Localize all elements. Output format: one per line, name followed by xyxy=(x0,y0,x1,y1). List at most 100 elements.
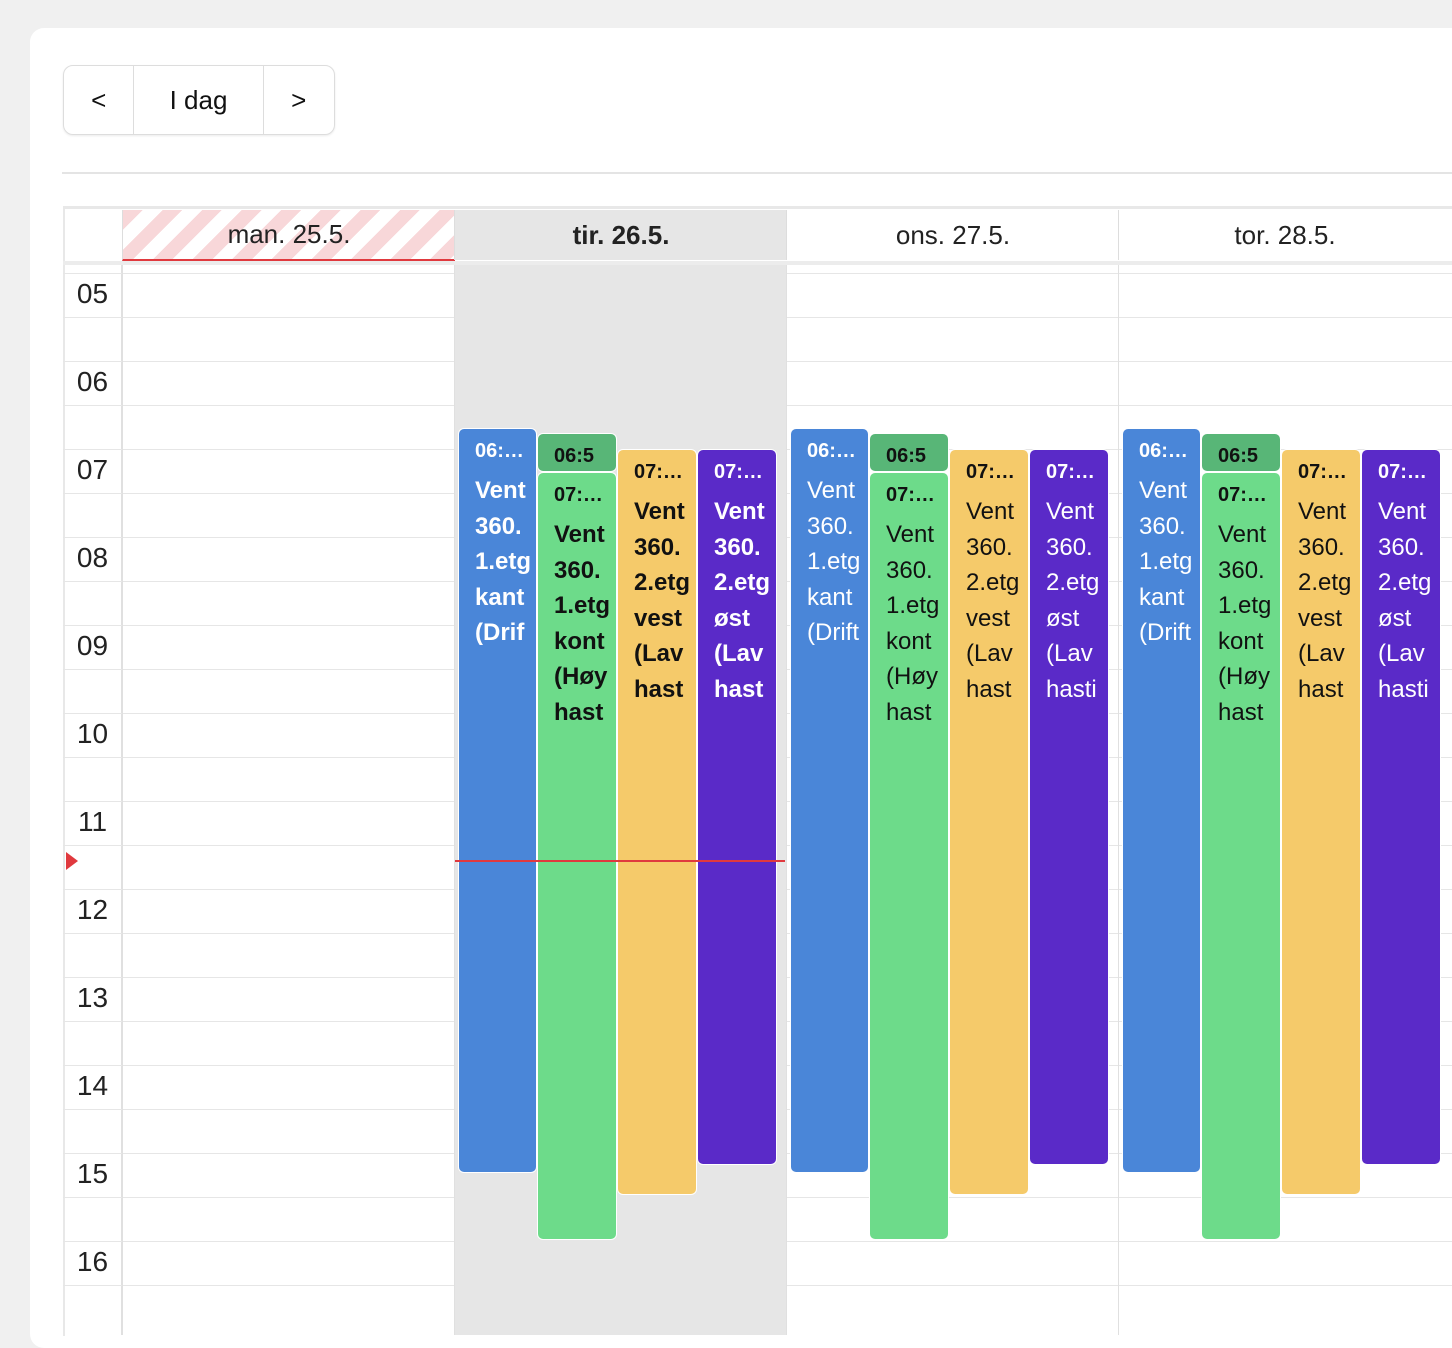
event-text: 2.etg xyxy=(714,569,771,597)
grid-top xyxy=(63,206,1452,209)
event-text: Vent xyxy=(1378,498,1427,525)
event[interactable]: 07:… Vent 360. 2.etg vest (Lav hast xyxy=(949,449,1029,1195)
hour-label: 15 xyxy=(76,1158,109,1189)
event-text: kont xyxy=(1218,627,1264,655)
event[interactable]: 07:… Vent 360. 1.etg kont (Høy hast xyxy=(537,472,617,1240)
event-text: kant xyxy=(1139,583,1185,611)
event-text: (Drift xyxy=(1139,619,1191,647)
event-text: 1.etg xyxy=(1218,592,1272,620)
grid-line xyxy=(63,1197,1452,1198)
event[interactable]: 06:… Vent 360. 1.etg kant (Drif xyxy=(458,428,537,1173)
event-text: hast xyxy=(966,675,1012,703)
event-text: kont xyxy=(554,627,605,655)
event[interactable]: 07:… Vent 360. 2.etg øst (Lav hast xyxy=(697,449,777,1165)
event[interactable]: 06:… Vent 360. 1.etg kant (Drift xyxy=(1122,428,1201,1173)
column-line xyxy=(786,265,787,1335)
event[interactable]: 07:… Vent 360. 1.etg kont (Høy hast xyxy=(869,472,949,1240)
day-header: man. 25.5. xyxy=(122,210,455,261)
event-text: Vent xyxy=(554,521,605,548)
hour-label: 05 xyxy=(76,278,109,309)
event-text: (Lav xyxy=(966,640,1013,668)
column-line xyxy=(122,265,123,1335)
event[interactable]: 07:… Vent 360. 1.etg kont (Høy hast xyxy=(1201,472,1281,1240)
event-text: hast xyxy=(1218,698,1264,726)
event-text: Vent xyxy=(1046,498,1095,525)
grid-left xyxy=(63,206,65,1336)
event-text: kont xyxy=(886,627,932,655)
event-text: (Høy xyxy=(554,663,608,691)
event-text: (Høy xyxy=(1218,663,1270,691)
event-text: 360. xyxy=(807,512,854,540)
grid-line xyxy=(63,1285,1452,1286)
event-time: 07:… xyxy=(1046,461,1095,483)
event-time: 06:5 xyxy=(1218,445,1259,467)
hour-label: 11 xyxy=(77,806,108,837)
grid-line xyxy=(63,317,1452,318)
hour-label: 16 xyxy=(76,1246,109,1277)
event-text: 1.etg xyxy=(886,592,940,620)
event[interactable]: 06:5 xyxy=(537,433,617,472)
event[interactable]: 06:5 xyxy=(869,433,949,472)
event-text: kant xyxy=(475,583,525,611)
divider xyxy=(62,172,1452,174)
now-line xyxy=(455,860,785,862)
event-text: 360. xyxy=(886,556,933,584)
event-time: 07:… xyxy=(966,461,1015,483)
event-time: 06:5 xyxy=(554,445,595,467)
day-header: tor. 28.5. xyxy=(1118,210,1451,260)
event-text: 1.etg xyxy=(475,548,532,576)
event-time: 07:… xyxy=(554,484,603,506)
event-text: (Lav xyxy=(1298,640,1345,668)
event-text: 360. xyxy=(1378,533,1425,561)
column-line xyxy=(454,265,455,1335)
event[interactable]: 07:… Vent 360. 2.etg vest (Lav hast xyxy=(1281,449,1361,1195)
event-text: Vent xyxy=(714,498,765,525)
hour-label: 08 xyxy=(76,542,109,573)
day-header: tir. 26.5. xyxy=(454,210,787,260)
event-text: hast xyxy=(1298,675,1344,703)
hour-label: 10 xyxy=(76,718,109,749)
next-button[interactable]: > xyxy=(262,66,334,134)
event-text: 360. xyxy=(714,533,761,561)
event-text: 1.etg xyxy=(554,592,611,620)
event-time: 07:… xyxy=(886,484,935,506)
event-time: 07:… xyxy=(1298,461,1347,483)
event-text: 1.etg xyxy=(807,548,861,576)
event-time: 06:… xyxy=(1139,440,1188,462)
event-text: hasti xyxy=(1378,675,1429,703)
event-text: 360. xyxy=(475,512,522,540)
event[interactable]: 07:… Vent 360. 2.etg øst (Lav hasti xyxy=(1361,449,1441,1165)
event-text: 1.etg xyxy=(1139,548,1193,576)
event-text: Vent xyxy=(1298,498,1347,525)
event-time: 06:… xyxy=(475,440,524,462)
event-text: Vent xyxy=(966,498,1015,525)
event-text: 360. xyxy=(634,533,681,561)
event[interactable]: 06:… Vent 360. 1.etg kant (Drift xyxy=(790,428,869,1173)
prev-button[interactable]: < xyxy=(91,84,107,115)
grid-line xyxy=(63,361,1452,362)
today-button[interactable]: I dag xyxy=(133,66,262,134)
event[interactable]: 07:… Vent 360. 2.etg vest (Lav hast xyxy=(617,449,697,1195)
hour-label: 12 xyxy=(76,894,109,925)
event[interactable]: 07:… Vent 360. 2.etg øst (Lav hasti xyxy=(1029,449,1109,1165)
event-text: 2.etg xyxy=(1298,569,1352,597)
event-text: (Høy xyxy=(886,663,938,691)
column-line xyxy=(1118,265,1119,1335)
event-text: vest xyxy=(634,604,683,632)
event-text: 360. xyxy=(1046,533,1093,561)
event-text: hast xyxy=(634,675,684,703)
hour-label: 09 xyxy=(76,630,109,661)
event-text: hasti xyxy=(1046,675,1097,703)
event-text: hast xyxy=(554,698,604,726)
event-text: øst xyxy=(1046,604,1080,632)
event-text: (Drif xyxy=(475,619,525,647)
event[interactable]: 06:5 xyxy=(1201,433,1281,472)
event-text: Vent xyxy=(1139,477,1188,504)
hour-label: 13 xyxy=(76,982,109,1013)
event-text: vest xyxy=(1298,604,1343,632)
event-text: (Drift xyxy=(807,619,859,647)
event-text: Vent xyxy=(807,477,856,504)
event-time: 07:… xyxy=(714,461,763,483)
